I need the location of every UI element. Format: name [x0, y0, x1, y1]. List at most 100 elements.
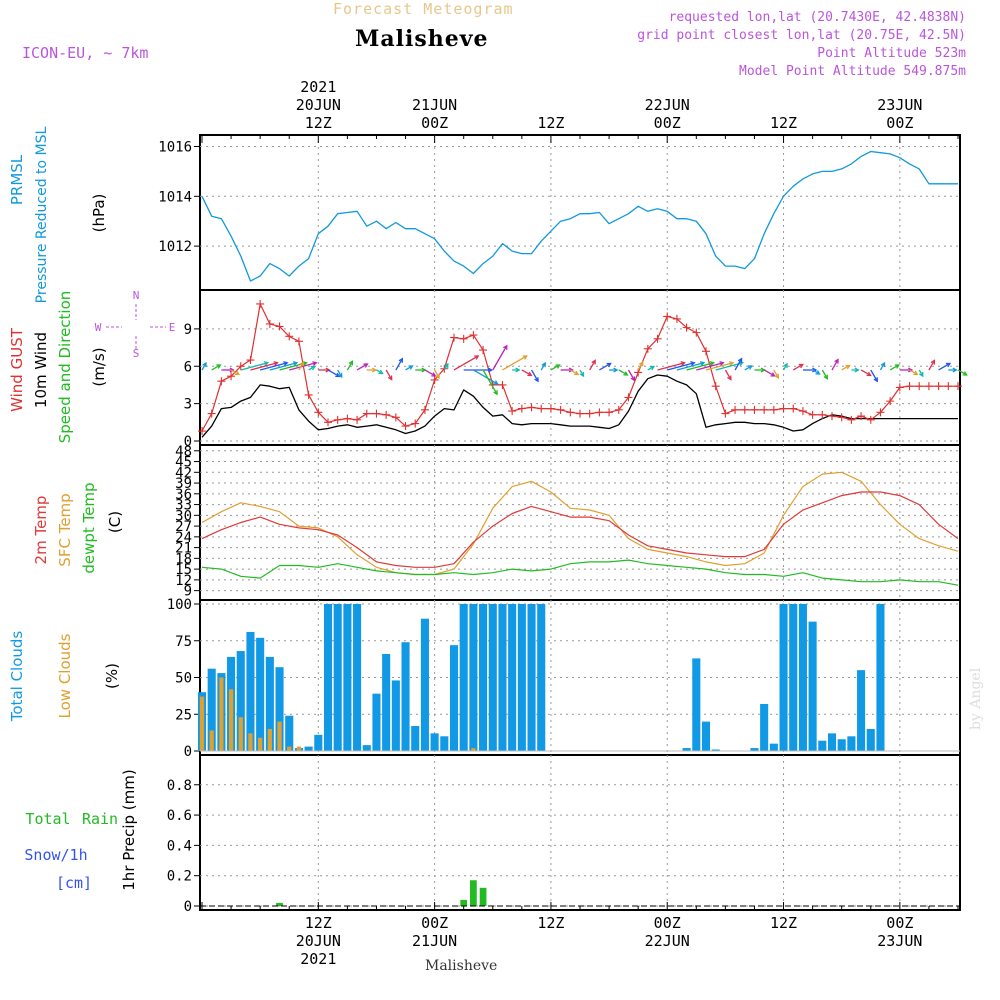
- wind-10m-label: 10m Wind: [32, 332, 50, 408]
- gust-marker: [576, 409, 584, 418]
- wind-direction-arrow: [211, 364, 221, 371]
- bottom-time-label: 21JUN: [412, 932, 457, 950]
- total-clouds-bar: [760, 703, 769, 751]
- wind-arrow-head: [823, 374, 828, 380]
- total-clouds-bar: [750, 748, 759, 751]
- rain-bar: [460, 899, 468, 906]
- low-clouds-bar: [248, 733, 253, 751]
- total-clouds-bar: [304, 746, 313, 751]
- gust-marker: [847, 415, 856, 424]
- gust-marker: [343, 414, 352, 423]
- bottom-time-label: 00Z: [654, 914, 681, 932]
- gust-marker: [886, 397, 895, 406]
- wind-arrow-head: [263, 361, 270, 366]
- pressure-label-msl: Pressure Reduced to MSL: [34, 126, 50, 303]
- bottom-time-label: 00Z: [421, 914, 448, 932]
- wind-direction-arrow: [938, 362, 951, 371]
- wind-arrow-head: [709, 361, 715, 366]
- bottom-time-label: 2021: [300, 950, 336, 968]
- gust-marker: [595, 408, 604, 417]
- wind-direction-arrow: [841, 364, 850, 371]
- gust-marker: [479, 346, 488, 355]
- bottom-time-label: 22JUN: [645, 932, 690, 950]
- total-clouds-bar: [362, 745, 371, 751]
- sfc-temp-series-line: [201, 471, 959, 576]
- wind-arrow-head: [770, 372, 776, 377]
- gust-marker: [866, 415, 875, 424]
- total-clouds-bar: [411, 726, 420, 751]
- compass-south: S: [133, 347, 140, 360]
- precip-ytick-label: 0.6: [167, 808, 192, 824]
- wind-direction-arrow: [889, 364, 900, 371]
- gust-marker: [450, 333, 458, 342]
- wind-arrow-head: [638, 361, 644, 367]
- wind-direction-arrow: [589, 360, 596, 371]
- gust-marker: [828, 412, 836, 421]
- wind-arrow-head: [815, 370, 821, 375]
- wind-arrow-head: [444, 362, 449, 368]
- wind-arrow-head: [783, 362, 788, 368]
- wind-direction-arrow: [395, 358, 403, 371]
- total-clouds-bar: [508, 604, 517, 751]
- low-clouds-bar: [238, 717, 243, 751]
- gust-marker: [401, 422, 410, 431]
- wind-direction-arrow: [550, 364, 560, 371]
- gust-marker: [682, 323, 691, 332]
- wind-arrow-head: [515, 367, 521, 373]
- wind-arrow-head: [229, 367, 235, 373]
- gust-marker: [624, 393, 633, 402]
- wind-direction-arrow: [667, 362, 695, 371]
- temp-ytick-label: 21: [175, 541, 192, 557]
- wind-direction-arrow: [289, 362, 317, 371]
- temp2m-series-line: [201, 491, 959, 568]
- dewpoint-series-line: [201, 559, 959, 586]
- wind-ytick-label: 0: [184, 434, 192, 450]
- wind-direction-arrow: [734, 358, 743, 371]
- total-clouds-bar: [382, 653, 391, 751]
- wind-unit: (m/s): [90, 347, 108, 386]
- wind-direction-arrow: [686, 362, 714, 371]
- gust-marker: [333, 415, 342, 424]
- wind-arrow-head: [591, 359, 596, 365]
- wind-direction-arrow: [618, 369, 628, 376]
- wind-direction-arrow: [240, 362, 268, 371]
- temp-unit: (C): [106, 511, 124, 533]
- gust-marker: [954, 382, 962, 391]
- wind-arrow-head: [623, 371, 629, 376]
- wind-arrow-head: [845, 364, 851, 370]
- wind-arrow-head: [918, 372, 924, 378]
- bottom-time-label: 00Z: [886, 914, 913, 932]
- compass-west: W: [95, 321, 102, 334]
- gust-marker: [711, 382, 720, 391]
- precip-ytick-label: 0.8: [167, 778, 192, 794]
- temp2m-label: 2m Temp: [32, 496, 50, 565]
- wind-arrow-head: [727, 375, 732, 381]
- wind-direction-arrow: [831, 359, 839, 371]
- total-clouds-bar: [537, 604, 546, 751]
- gust-marker: [789, 404, 798, 413]
- wind-ytick-label: 6: [184, 359, 192, 375]
- gust-marker: [605, 408, 614, 417]
- pressure-series-line: [201, 150, 958, 282]
- total-clouds-bar: [798, 604, 807, 751]
- wind-direction-arrow: [269, 362, 298, 371]
- low-clouds-bar: [199, 696, 205, 751]
- wind-arrow-head: [774, 373, 780, 379]
- wind-arrow-head: [312, 361, 318, 366]
- gust-marker: [857, 412, 866, 421]
- total-clouds-bar: [847, 736, 856, 751]
- gust-marker: [905, 382, 914, 391]
- precip-unit: 1hr Precip (mm): [120, 769, 138, 890]
- wind-arrow-head: [690, 361, 696, 366]
- gust-marker: [304, 390, 313, 399]
- gust-marker: [411, 419, 420, 428]
- wind-arrow-head: [913, 370, 919, 376]
- wind-arrow-head: [487, 367, 494, 373]
- gust-marker: [808, 410, 817, 419]
- wind-arrow-head: [873, 377, 878, 383]
- gust-marker: [837, 413, 846, 422]
- wind-direction-arrow: [696, 362, 724, 371]
- total-clouds-bar: [430, 733, 439, 751]
- total-clouds-bar: [401, 642, 410, 751]
- pressure-ytick-label: 1012: [158, 239, 192, 255]
